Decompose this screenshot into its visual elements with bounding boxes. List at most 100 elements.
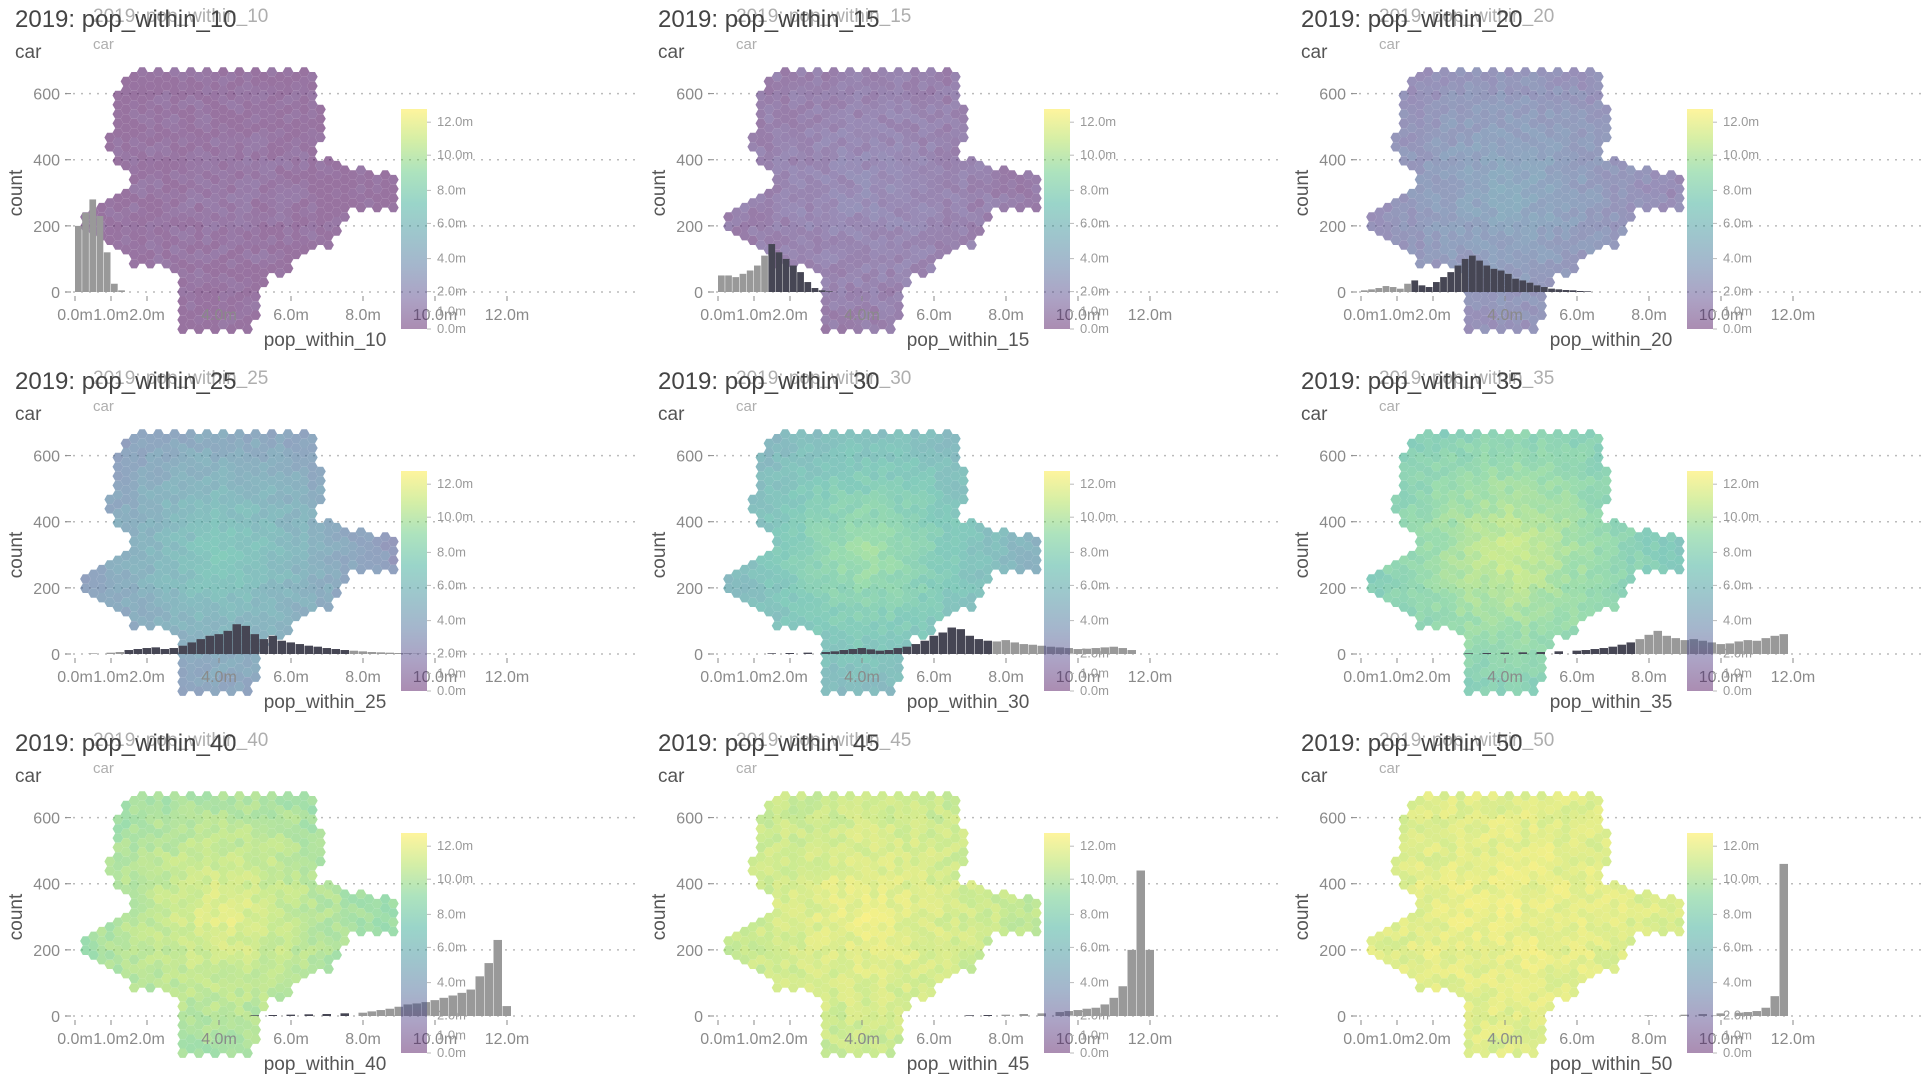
histogram-bar-overlap	[804, 282, 811, 292]
x-tick-label: 12.0m	[485, 307, 529, 324]
histogram-bar	[1645, 635, 1654, 654]
y-tick-label: 600	[1319, 87, 1346, 104]
panel-subtitle: car	[658, 404, 684, 426]
colorbar	[401, 471, 427, 691]
histogram-bar-overlap	[1512, 279, 1519, 292]
histogram-bar	[107, 653, 116, 654]
colorbar-label: 10.0m	[1080, 147, 1116, 162]
x-tick-label: 0.0m	[1343, 669, 1379, 686]
histogram-bar-overlap	[1548, 289, 1555, 292]
colorbar-label: 6.0m	[437, 215, 466, 230]
histogram-bar-overlap	[242, 626, 251, 654]
x-tick-label: 6.0m	[916, 307, 952, 324]
histogram-bar-overlap	[876, 651, 885, 654]
colorbar-label: 6.0m	[1080, 215, 1109, 230]
colorbar	[1044, 109, 1070, 329]
histogram-bar	[377, 652, 386, 654]
histogram-bar-overlap	[161, 649, 170, 654]
histogram-bar-overlap	[776, 252, 783, 292]
histogram-bar-overlap	[1519, 280, 1526, 292]
y-tick-label: 0	[1337, 647, 1346, 664]
y-tick-label: 600	[676, 87, 703, 104]
y-axis-label: count	[6, 143, 28, 243]
y-tick-label: 200	[1319, 219, 1346, 236]
ghost-subtitle: car	[93, 36, 114, 53]
histogram-bar-overlap	[1582, 650, 1591, 654]
x-tick-label: 8.0m	[345, 669, 381, 686]
histogram-bar	[1375, 288, 1382, 292]
panel-title: 2019: pop_within_10	[15, 6, 237, 34]
histogram-bar-overlap	[296, 644, 305, 654]
x-tick-label: 4.0m	[844, 669, 880, 686]
histogram-bar-overlap	[797, 272, 804, 292]
histogram-bar-overlap	[783, 259, 790, 292]
x-tick-label: 2.0m	[129, 669, 165, 686]
x-axis-label: pop_within_20	[1291, 330, 1922, 352]
colorbar-label: 8.0m	[437, 544, 466, 559]
histogram-bar	[1119, 648, 1128, 654]
histogram-bar-overlap	[966, 636, 975, 654]
colorbar-label: 2.0m	[1080, 646, 1109, 661]
histogram-bar-overlap	[251, 634, 260, 654]
panel-subtitle: car	[658, 42, 684, 64]
colorbar	[1687, 109, 1713, 329]
colorbar	[1044, 471, 1070, 691]
histogram-bar	[1002, 640, 1011, 654]
histogram-bar-overlap	[975, 639, 984, 654]
colorbar-label: 1.0m	[1080, 665, 1109, 680]
histogram-bar	[1654, 631, 1663, 654]
histogram-bar-overlap	[134, 649, 143, 654]
x-tick-label: 6.0m	[1559, 307, 1595, 324]
y-tick-label: 400	[676, 153, 703, 170]
histogram-bar	[1397, 289, 1404, 292]
y-axis-label: count	[649, 143, 671, 243]
histogram-bar	[104, 252, 111, 292]
panel-subtitle: car	[15, 404, 41, 426]
y-tick-label: 400	[676, 515, 703, 532]
x-tick-label: 6.0m	[1559, 669, 1595, 686]
hex-map	[80, 791, 399, 1058]
histogram-bar	[993, 641, 1002, 654]
histogram-bar-overlap	[826, 291, 833, 292]
panel-title: 2019: pop_within_30	[658, 368, 880, 396]
histogram-bar-overlap	[1426, 287, 1433, 292]
y-tick-label: 600	[676, 449, 703, 466]
histogram-bar-overlap	[867, 649, 876, 654]
histogram-bar-overlap	[1433, 282, 1440, 292]
histogram-bar-overlap	[1491, 269, 1498, 292]
histogram-bar	[75, 226, 82, 292]
colorbar-label: 1.0m	[1723, 303, 1752, 318]
histogram-bar-overlap	[1419, 285, 1426, 292]
histogram-bar-overlap	[1591, 649, 1600, 654]
y-tick-label: 600	[33, 811, 60, 828]
panel-subtitle: car	[1301, 404, 1327, 426]
histogram-bar-overlap	[840, 650, 849, 654]
colorbar-label: 4.0m	[437, 251, 466, 266]
y-tick-label: 0	[694, 647, 703, 664]
colorbar-label: 10.0m	[437, 147, 473, 162]
histogram-bar-overlap	[1411, 280, 1418, 292]
colorbar-label: 10.0m	[437, 509, 473, 524]
colorbar-label: 2.0m	[437, 284, 466, 299]
y-tick-label: 400	[1319, 153, 1346, 170]
histogram-bar	[89, 653, 98, 654]
histogram-bar-overlap	[1455, 266, 1462, 292]
histogram-bar-overlap	[1577, 291, 1584, 292]
histogram-bar-overlap	[768, 244, 775, 292]
histogram-bar-overlap	[233, 624, 242, 654]
ghost-subtitle: car	[736, 398, 757, 415]
ghost-subtitle: car	[736, 36, 757, 53]
colorbar-label: 6.0m	[437, 577, 466, 592]
y-tick-label: 600	[1319, 449, 1346, 466]
y-tick-label: 200	[33, 219, 60, 236]
x-tick-label: 0.0m	[700, 307, 736, 324]
x-tick-label: 1.0m	[736, 669, 772, 686]
histogram-bar-overlap	[1483, 266, 1490, 292]
